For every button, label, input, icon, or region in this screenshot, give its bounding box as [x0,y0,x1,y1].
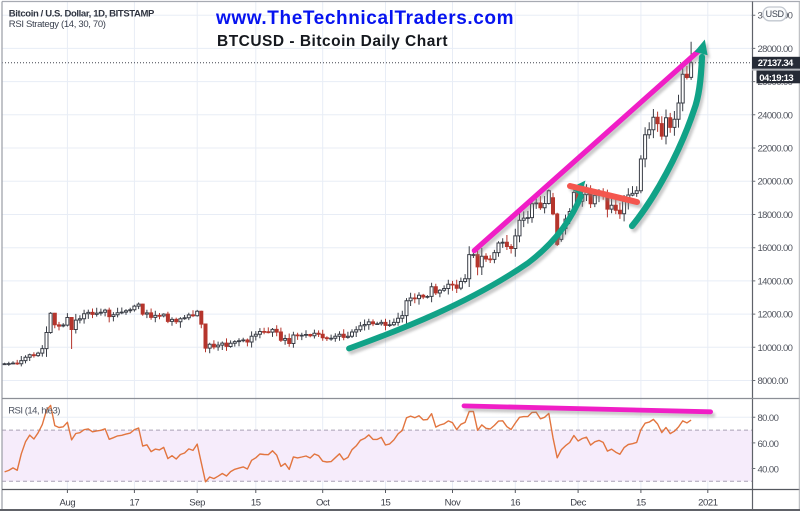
svg-text:20000.00: 20000.00 [758,177,793,188]
svg-text:16: 16 [510,498,520,509]
svg-text:12000.00: 12000.00 [758,310,793,321]
svg-text:17: 17 [129,498,139,509]
svg-text:15: 15 [251,498,261,509]
svg-text:8000.00: 8000.00 [758,376,788,387]
svg-text:27137.34: 27137.34 [758,58,794,69]
svg-text:60.00: 60.00 [758,439,779,450]
svg-text:16000.00: 16000.00 [758,243,793,254]
svg-text:Bitcoin / U.S. Dollar, 1D, BIT: Bitcoin / U.S. Dollar, 1D, BITSTAMP [9,9,155,20]
svg-text:24000.00: 24000.00 [758,110,793,121]
svg-text:USD: USD [766,9,785,19]
svg-text:Nov: Nov [445,498,461,509]
svg-text:RSI (14, hle3): RSI (14, hle3) [8,405,60,416]
svg-text:04:19:13: 04:19:13 [759,73,793,84]
svg-text:22000.00: 22000.00 [758,144,793,155]
svg-text:40.00: 40.00 [758,464,779,475]
svg-text:10000.00: 10000.00 [758,343,793,354]
svg-text:Aug: Aug [60,498,76,509]
svg-text:80.00: 80.00 [758,413,779,424]
svg-text:15: 15 [381,498,391,509]
svg-text:BTCUSD - Bitcoin Daily Chart: BTCUSD - Bitcoin Daily Chart [217,33,448,50]
svg-text:2021: 2021 [698,498,718,509]
svg-text:Oct: Oct [316,498,330,509]
svg-text:18000.00: 18000.00 [758,210,793,221]
svg-text:www.TheTechnicalTraders.com: www.TheTechnicalTraders.com [215,8,514,29]
svg-text:Dec: Dec [570,498,586,509]
svg-text:28000.00: 28000.00 [758,44,793,55]
svg-text:14000.00: 14000.00 [758,276,793,287]
svg-text:RSI Strategy (14, 30, 70): RSI Strategy (14, 30, 70) [9,19,106,30]
svg-text:15: 15 [636,498,646,509]
svg-text:Sep: Sep [189,498,205,509]
